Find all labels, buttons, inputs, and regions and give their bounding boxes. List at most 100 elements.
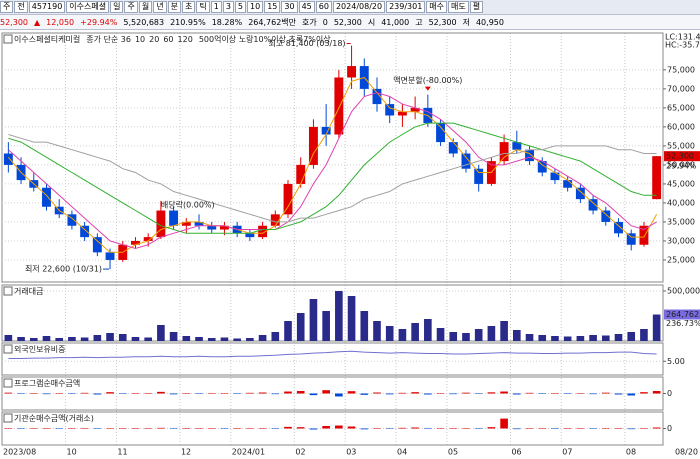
bar: [233, 338, 241, 341]
x-tick-label: 10: [67, 448, 77, 457]
bar: [207, 338, 216, 341]
bar: [144, 393, 152, 394]
y-tick-label: 30,000: [667, 236, 695, 245]
toolbar-button[interactable]: 239/301: [386, 1, 426, 13]
bar: [93, 335, 102, 341]
bar: [385, 393, 394, 395]
quote-field: 저: [462, 17, 470, 27]
candle-body: [499, 142, 509, 162]
bar: [487, 427, 496, 429]
bar: [500, 321, 508, 341]
toolbar-button[interactable]: 월: [138, 1, 153, 13]
toolbar-button[interactable]: 15: [264, 1, 281, 13]
candle-body: [194, 221, 204, 226]
bar: [131, 337, 140, 341]
toolbar-button[interactable]: 매수: [426, 1, 448, 13]
bar: [233, 393, 241, 394]
annotation-high: 최고 81,400 (03/18): [268, 38, 345, 48]
bar: [29, 428, 38, 429]
legend-entry: 60: [163, 35, 173, 44]
toolbar-button[interactable]: 1: [210, 1, 222, 13]
y-tick-label: 55,000: [667, 141, 695, 150]
bar: [220, 393, 229, 394]
toolbar-button[interactable]: 5: [234, 1, 247, 13]
bar: [207, 428, 216, 429]
toolbar-button[interactable]: 년: [153, 1, 167, 13]
candle-body: [207, 225, 217, 230]
candle-body: [245, 233, 255, 238]
bar: [271, 393, 280, 395]
x-last-date: 08/20: [675, 448, 698, 457]
bar: [68, 428, 76, 429]
bar: [487, 392, 496, 394]
bar: [309, 393, 318, 396]
toolbar-button[interactable]: 전: [14, 1, 28, 13]
bar: [398, 392, 407, 394]
bar: [195, 337, 203, 341]
last-price-box: [664, 151, 700, 162]
candle-body: [347, 66, 357, 78]
bar: [347, 391, 356, 394]
toolbar-button[interactable]: 주: [0, 1, 14, 13]
bar: [538, 428, 547, 429]
bar: [182, 428, 191, 429]
candle-body: [156, 210, 166, 238]
toolbar-button[interactable]: 분: [167, 1, 181, 13]
candle-body: [652, 156, 662, 200]
toolbar-button[interactable]: 30: [281, 1, 298, 13]
bar: [4, 335, 13, 341]
toolbar-button[interactable]: 이수스페셜: [66, 1, 110, 13]
candle-body: [639, 225, 649, 245]
toolbar-button[interactable]: 10: [247, 1, 264, 13]
bar: [601, 392, 610, 394]
y-tick-label: 45,000: [667, 179, 695, 188]
bar: [462, 333, 470, 341]
toolbar-button[interactable]: 457190: [28, 1, 66, 13]
bar: [601, 428, 610, 429]
bar: [589, 428, 597, 429]
toolbar-button[interactable]: 45: [298, 1, 315, 13]
legend-entry: 120: [178, 35, 193, 44]
bar: [93, 428, 102, 429]
toolbar-button[interactable]: 2024/08/20: [332, 1, 386, 13]
toolbar-button[interactable]: 일: [110, 1, 124, 13]
bar: [513, 330, 521, 341]
quote-field: +29.94%: [80, 17, 118, 27]
candle-body: [563, 180, 573, 188]
bar: [411, 427, 419, 429]
toolbar-button[interactable]: 3: [222, 1, 234, 13]
y-tick-label: 0: [667, 389, 672, 398]
bar: [487, 326, 496, 341]
toolbar-button[interactable]: 주: [124, 1, 138, 13]
bar: [462, 392, 470, 394]
quote-field: 264,762백만: [248, 17, 297, 27]
bar: [436, 328, 445, 341]
toolbar-button[interactable]: 초: [181, 1, 196, 13]
panel-title: 외국인보유비중: [14, 344, 66, 354]
toolbar-button[interactable]: 60: [315, 1, 332, 13]
bar: [246, 338, 254, 341]
y-tick-label: 70,000: [667, 84, 695, 93]
toolbar-button[interactable]: 틱: [196, 1, 210, 13]
x-tick-label: 02: [295, 448, 305, 457]
legend-note: 500억이상 노랑10%이상 초록7%이상: [199, 34, 331, 44]
y-tick-label: 65,000: [667, 103, 695, 112]
bar: [576, 336, 585, 341]
panel-title-box: [3, 413, 13, 423]
x-tick-label: 08: [626, 448, 636, 457]
legend-label: 종가 단순 36: [86, 34, 131, 44]
toolbar-button[interactable]: 매도: [448, 1, 469, 13]
toolbar: 주 전 457190 이수스페셜 일 주 월 년 분 초 틱 1 3 5 10 15 30 45 60 2024/08…: [0, 0, 700, 15]
candle-body: [143, 237, 153, 241]
quote-field: 시: [367, 17, 376, 27]
bar: [640, 428, 648, 429]
x-tick-label: 06: [511, 448, 521, 457]
bar: [144, 337, 152, 341]
bar: [169, 428, 178, 429]
candle-body: [626, 233, 636, 245]
toolbar-button[interactable]: 펼: [469, 1, 484, 13]
bar: [4, 428, 13, 429]
bar: [17, 393, 25, 394]
bar: [220, 428, 229, 429]
